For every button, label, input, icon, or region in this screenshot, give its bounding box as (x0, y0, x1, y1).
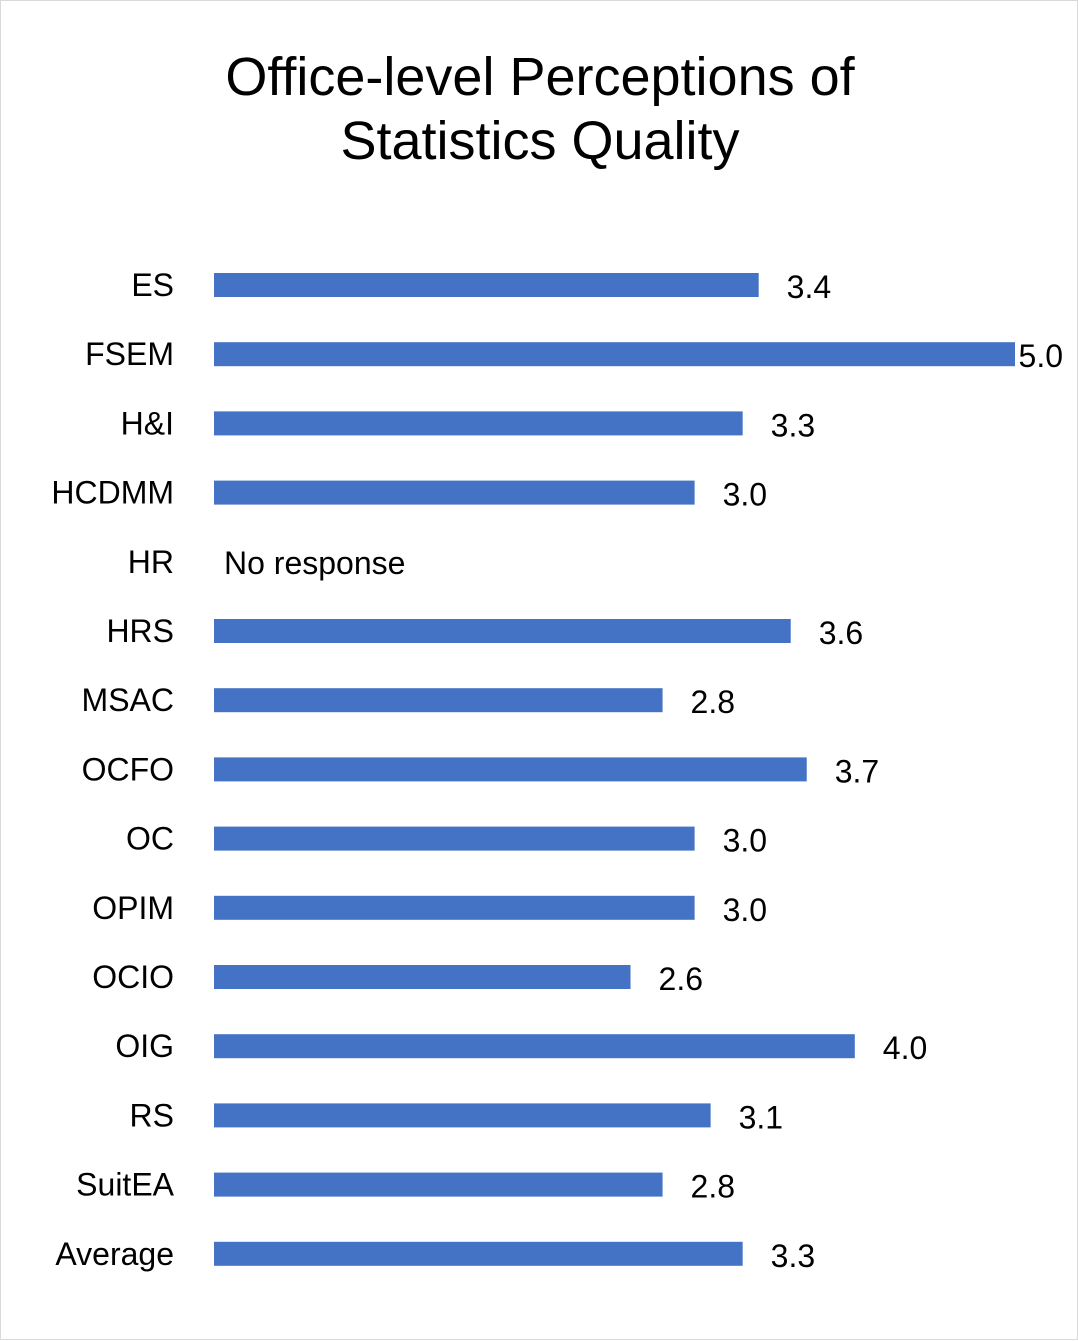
data-label: 3.4 (787, 269, 831, 305)
bar (214, 411, 743, 436)
bar (214, 1172, 663, 1197)
category-label: Average (55, 1236, 174, 1272)
data-label: 3.3 (771, 407, 815, 443)
category-label: HR (128, 544, 174, 580)
category-label: OCFO (82, 751, 174, 787)
bar (214, 1034, 855, 1059)
bar (214, 1241, 743, 1266)
category-label: FSEM (85, 336, 174, 372)
chart-title: Office-level Perceptions of Statistics Q… (1, 45, 1078, 173)
category-label: OCIO (92, 959, 174, 995)
category-label: OIG (115, 1028, 174, 1064)
data-label: 2.8 (691, 684, 735, 720)
bar (214, 965, 631, 989)
bar (214, 342, 1015, 367)
bar (214, 757, 807, 782)
bar (214, 1103, 711, 1128)
data-label: 3.0 (723, 823, 767, 859)
bar (214, 826, 695, 851)
category-label: RS (130, 1097, 174, 1133)
bar (214, 273, 759, 297)
data-label: 2.8 (691, 1169, 735, 1205)
data-label: 3.3 (771, 1238, 815, 1274)
category-label: MSAC (82, 682, 174, 718)
category-label: HCDMM (51, 475, 174, 511)
data-label: 3.6 (819, 615, 863, 651)
category-label: ES (131, 267, 174, 303)
data-label: 3.0 (723, 477, 767, 513)
bar (214, 480, 695, 505)
category-label: H&I (121, 405, 174, 441)
category-label: SuitEA (76, 1167, 174, 1203)
bar (214, 619, 791, 643)
data-label: 5.0 (1019, 338, 1063, 374)
data-label: 2.6 (659, 961, 703, 997)
data-label: 3.1 (739, 1099, 783, 1135)
chart-title-line-1: Office-level Perceptions of (225, 47, 855, 107)
data-label: 3.7 (835, 753, 879, 789)
bar (214, 688, 663, 713)
chart-title-line-2: Statistics Quality (340, 111, 740, 171)
category-label: OPIM (92, 890, 174, 926)
category-label: HRS (106, 613, 174, 649)
no-response-label: No response (224, 545, 405, 581)
data-label: 3.0 (723, 892, 767, 928)
bar (214, 895, 695, 920)
data-label: 4.0 (883, 1030, 927, 1066)
category-label: OC (126, 821, 174, 857)
